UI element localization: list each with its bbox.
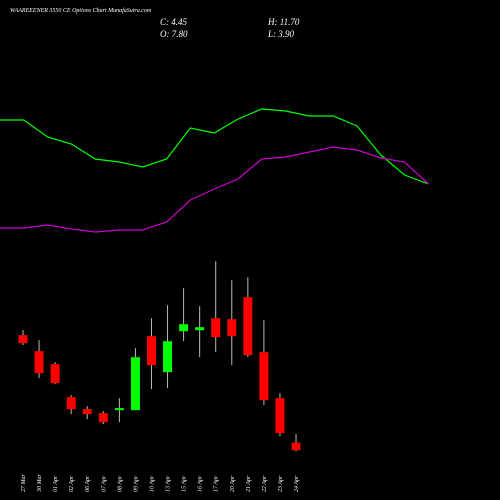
x-tick-label: 10 Apr: [149, 475, 155, 492]
x-tick-label: 30 Mar: [37, 474, 43, 493]
candle-body: [259, 352, 269, 401]
candle-body: [98, 413, 108, 423]
x-tick-label: 01 Apr: [53, 475, 59, 492]
candle-body: [163, 341, 173, 373]
x-tick-label: 20 Apr: [230, 475, 236, 492]
open-label: O: 7.80: [160, 29, 188, 39]
x-tick-label: 13 Apr: [166, 475, 172, 492]
candle-body: [195, 327, 205, 331]
line: [0, 146, 429, 233]
candle-body: [243, 297, 253, 356]
candle-body: [82, 409, 92, 415]
candle-body: [50, 364, 60, 384]
x-tick-label: 24 Apr: [293, 475, 300, 492]
line: [0, 108, 429, 185]
x-tick-label: 17 Apr: [214, 475, 220, 492]
x-tick-label: 27 Mar: [21, 474, 27, 492]
candle-body: [179, 324, 189, 332]
x-tick-label: 06 Apr: [85, 475, 91, 492]
candle-body: [18, 335, 28, 344]
candle-body: [211, 318, 221, 338]
x-tick-label: 09 Apr: [133, 475, 139, 492]
candle-body: [227, 319, 237, 337]
candle-body: [291, 442, 301, 451]
x-tick-label: 08 Apr: [117, 475, 123, 492]
candle-body: [114, 408, 124, 411]
x-tick-label: 07 Apr: [101, 475, 107, 492]
x-tick-label: 23 Apr: [278, 475, 284, 492]
x-tick-label: 16 Apr: [198, 475, 204, 492]
x-tick-label: 15 Apr: [182, 475, 188, 492]
candle-body: [130, 357, 140, 411]
high-label: H: 11.70: [267, 17, 300, 27]
x-tick-label: 21 Apr: [246, 475, 252, 492]
x-tick-label: 02 Apr: [69, 475, 75, 492]
candle-body: [275, 398, 285, 434]
x-tick-label: 22 Apr: [262, 475, 268, 492]
candle-body: [34, 351, 44, 374]
candle-body: [146, 336, 156, 366]
close-label: C: 4.45: [160, 17, 188, 27]
chart-title: WAAREEENER 3550 CE Options Chart MunafaS…: [10, 7, 152, 14]
low-label: L: 3.90: [267, 29, 295, 39]
candle-body: [66, 397, 76, 410]
